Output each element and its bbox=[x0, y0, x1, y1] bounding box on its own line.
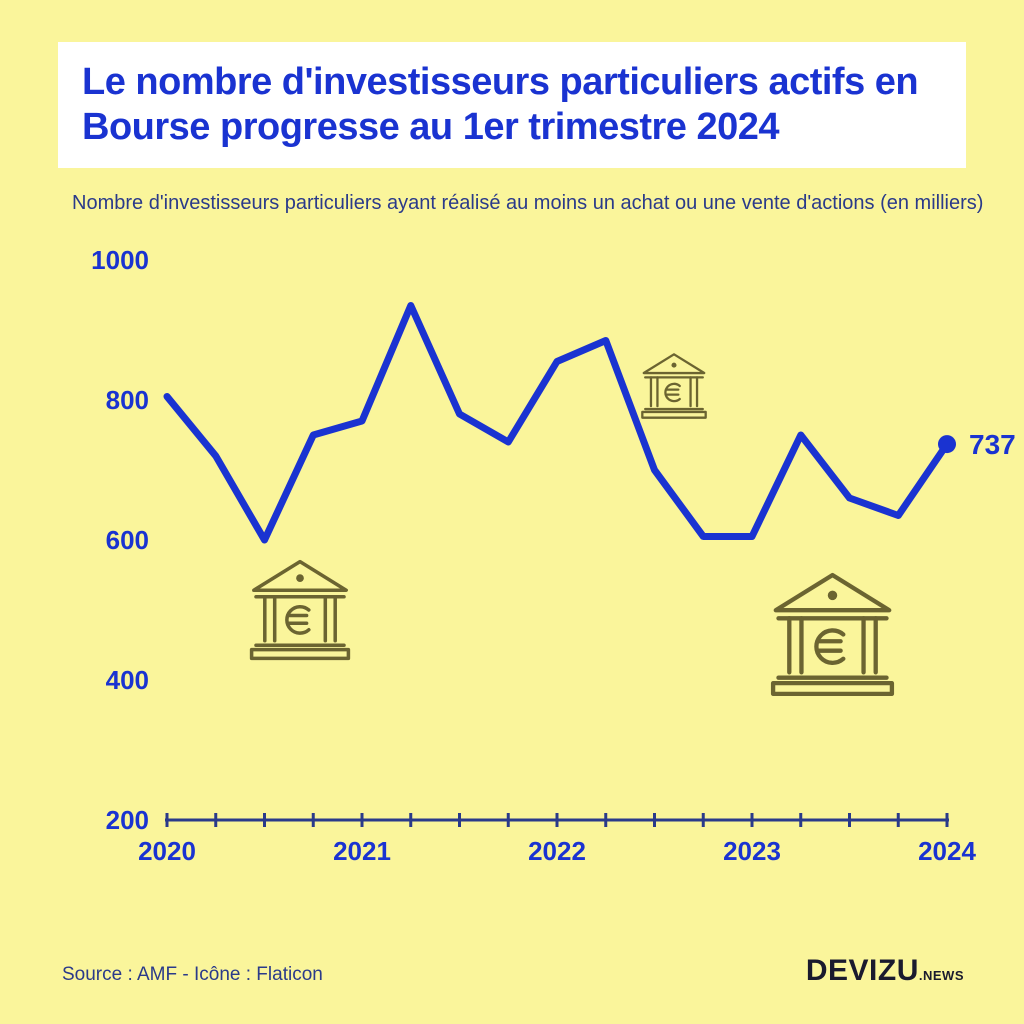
bank-euro-icon bbox=[765, 567, 900, 702]
x-tick-label: 2022 bbox=[528, 836, 586, 866]
y-tick-label: 400 bbox=[106, 665, 149, 695]
data-line bbox=[167, 306, 947, 541]
line-chart-svg: 200400600800100020202021202220232024737 bbox=[72, 240, 972, 880]
source-attribution: Source : AMF - Icône : Flaticon bbox=[62, 964, 323, 986]
x-tick-label: 2021 bbox=[333, 836, 391, 866]
brand-sub: .NEWS bbox=[919, 968, 964, 983]
x-tick-label: 2024 bbox=[918, 836, 976, 866]
end-point-label: 737 bbox=[969, 429, 1016, 460]
end-point-marker bbox=[938, 435, 956, 453]
brand-main: DEVIZU bbox=[806, 954, 919, 987]
y-tick-label: 200 bbox=[106, 805, 149, 835]
chart-title: Le nombre d'investisseurs particuliers a… bbox=[82, 60, 942, 150]
brand-logo: DEVIZU.NEWS bbox=[806, 954, 964, 988]
bank-euro-icon bbox=[638, 350, 710, 422]
bank-euro-icon bbox=[245, 555, 355, 665]
x-tick-label: 2020 bbox=[138, 836, 196, 866]
x-tick-label: 2023 bbox=[723, 836, 781, 866]
y-tick-label: 1000 bbox=[91, 245, 149, 275]
y-tick-label: 800 bbox=[106, 385, 149, 415]
infographic-canvas: Le nombre d'investisseurs particuliers a… bbox=[0, 0, 1024, 1024]
y-tick-label: 600 bbox=[106, 525, 149, 555]
chart-area: 200400600800100020202021202220232024737 bbox=[72, 240, 972, 880]
chart-subtitle: Nombre d'investisseurs particuliers ayan… bbox=[72, 192, 983, 215]
title-box: Le nombre d'investisseurs particuliers a… bbox=[58, 42, 966, 168]
